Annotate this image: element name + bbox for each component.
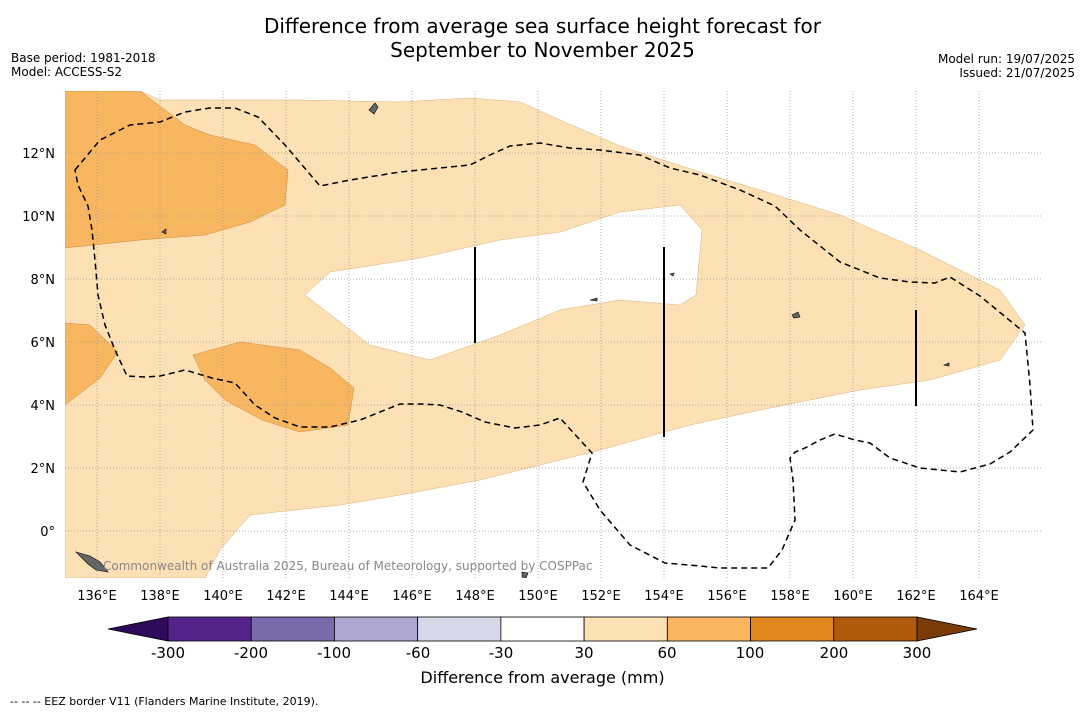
lon-label-148e: 148°E [455,589,495,604]
lon-label-152e: 152°E [581,589,621,604]
colorbar-segment [666,616,751,642]
colorbar-extend-low [107,616,169,642]
lon-label-160e: 160°E [833,589,873,604]
colorbar-tick-labels: -300 -200 -100 -60 -30 30 60 100 200 300 [151,644,931,662]
model-run-date: Model run: 19/07/2025 [937,52,1075,66]
lon-label-136e: 136°E [77,589,117,604]
colorbar-segment [750,616,835,642]
lat-label-6n: 6°N [31,336,56,351]
data-bars [474,247,917,437]
lat-label-2n: 2°N [31,462,56,477]
colorbar-tick-label: 200 [820,644,849,662]
colorbar-tick-label: -30 [489,644,514,662]
colorbar-extend-high [916,616,978,642]
issued-date: Issued: 21/07/2025 [959,66,1075,80]
lon-label-140e: 140°E [203,589,243,604]
latitude-grid [65,152,1042,532]
colorbar-segment [500,616,585,642]
anomaly-60-100-region-central [192,341,355,433]
lon-label-146e: 146°E [392,589,432,604]
lat-label-0: 0° [40,525,55,540]
longitude-grid [96,91,980,578]
colorbar-segment [583,616,668,642]
lat-label-12n: 12°N [22,147,55,162]
map-title-line-1: Difference from average sea surface heig… [263,14,822,38]
lon-label-138e: 138°E [140,589,180,604]
colorbar-segment [250,616,335,642]
colorbar-tick-label: -60 [406,644,431,662]
model-name: Model: ACCESS-S2 [11,65,123,79]
lon-label-156e: 156°E [707,589,747,604]
islands [74,102,950,578]
colorbar-segment [833,616,918,642]
colorbar-title: Difference from average (mm) [420,668,665,687]
eez-border [74,107,1034,569]
colorbar-tick-label: -100 [317,644,351,662]
colorbar-tick-label: 60 [657,644,676,662]
lon-label-150e: 150°E [518,589,558,604]
eez-legend-note: -- -- -- EEZ border V11 (Flanders Marine… [10,695,319,708]
colorbar [107,616,978,642]
lat-label-8n: 8°N [31,273,56,288]
copyright-text: Commonwealth of Australia 2025, Bureau o… [103,559,593,573]
map-area [65,91,1042,578]
colorbar-tick-label: 30 [574,644,593,662]
lon-label-154e: 154°E [644,589,684,604]
base-period: Base period: 1981-2018 [11,51,156,65]
lon-label-144e: 144°E [329,589,369,604]
colorbar-tick-label: -300 [151,644,185,662]
lon-label-158e: 158°E [770,589,810,604]
lon-label-164e: 164°E [959,589,999,604]
lat-label-10n: 10°N [22,210,55,225]
map-title-line-2: September to November 2025 [390,38,695,62]
colorbar-segment [334,616,419,642]
anomaly-60-100-region-west [65,322,119,406]
lon-label-162e: 162°E [896,589,936,604]
colorbar-tick-label: 100 [736,644,765,662]
anomaly-30-60-region [65,91,1026,578]
colorbar-tick-label: -200 [234,644,268,662]
lat-label-4n: 4°N [31,399,56,414]
lon-label-142e: 142°E [266,589,306,604]
colorbar-tick-label: 300 [903,644,932,662]
colorbar-segment [417,616,502,642]
colorbar-segment [167,616,252,642]
